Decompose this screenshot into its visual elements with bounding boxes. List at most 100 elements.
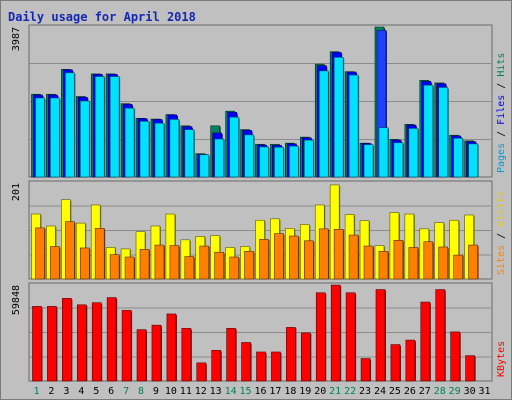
bar bbox=[181, 328, 192, 382]
day-label: 2 bbox=[48, 386, 54, 397]
bar bbox=[360, 358, 371, 382]
bar bbox=[151, 324, 162, 382]
bar bbox=[363, 245, 374, 280]
bar bbox=[229, 256, 239, 280]
bar bbox=[405, 339, 416, 382]
bar bbox=[94, 76, 105, 178]
bar bbox=[35, 97, 45, 178]
bar bbox=[318, 228, 329, 280]
bar bbox=[363, 144, 374, 178]
day-label: 4 bbox=[78, 386, 84, 397]
day-label: 23 bbox=[359, 386, 371, 397]
legend: Pages / Files / Hits bbox=[496, 53, 507, 173]
day-label: 16 bbox=[254, 386, 266, 397]
series-kbytes bbox=[32, 284, 476, 382]
bar bbox=[390, 344, 401, 382]
bar bbox=[62, 298, 72, 382]
day-label: 31 bbox=[479, 386, 491, 397]
legend-entry: Visits bbox=[496, 191, 507, 227]
day-label: 26 bbox=[404, 386, 416, 397]
bar bbox=[121, 310, 132, 382]
bar bbox=[154, 122, 165, 178]
bar bbox=[139, 249, 150, 280]
day-label: 30 bbox=[464, 386, 476, 397]
bar bbox=[256, 351, 266, 382]
bar bbox=[468, 244, 478, 280]
bar bbox=[241, 342, 251, 382]
day-label: 24 bbox=[374, 386, 386, 397]
bar bbox=[274, 146, 284, 178]
legend-entry: Sites bbox=[496, 245, 507, 275]
day-label: 8 bbox=[138, 386, 144, 397]
day-label: 18 bbox=[284, 386, 296, 397]
max-label: 59848 bbox=[11, 285, 22, 315]
bar bbox=[274, 233, 284, 280]
bar bbox=[35, 227, 45, 280]
bar bbox=[169, 245, 180, 280]
panel-kbytes: 59848 KBytes bbox=[11, 282, 507, 382]
panel-visits-sites: 201 Sites / Visits bbox=[11, 180, 507, 280]
bar bbox=[199, 154, 210, 178]
bar bbox=[393, 142, 404, 178]
legend-entry: Files bbox=[496, 95, 507, 125]
bar bbox=[211, 350, 221, 382]
bar bbox=[244, 134, 254, 178]
bar bbox=[154, 244, 165, 280]
bar bbox=[423, 84, 434, 178]
bar bbox=[450, 331, 460, 382]
day-label: 5 bbox=[93, 386, 99, 397]
bar bbox=[229, 116, 239, 178]
bar bbox=[453, 254, 463, 280]
bar bbox=[408, 247, 419, 280]
bar bbox=[106, 297, 117, 382]
bar bbox=[333, 229, 344, 280]
day-label: 1 bbox=[33, 386, 39, 397]
day-label: 11 bbox=[180, 386, 192, 397]
legend-entry: Pages bbox=[496, 143, 507, 173]
day-label: 15 bbox=[240, 386, 252, 397]
day-label: 22 bbox=[344, 386, 356, 397]
bar bbox=[184, 129, 195, 178]
day-label: 7 bbox=[123, 386, 129, 397]
bar bbox=[435, 289, 446, 382]
bar bbox=[214, 251, 224, 280]
day-label: 12 bbox=[195, 386, 207, 397]
panel-pages-files-hits: 3987 Pages / Files / Hits bbox=[11, 24, 507, 178]
day-label: 10 bbox=[165, 386, 177, 397]
bar bbox=[214, 138, 224, 178]
bar bbox=[301, 332, 311, 382]
bar bbox=[109, 76, 120, 178]
bar bbox=[289, 145, 299, 178]
bar bbox=[65, 72, 75, 178]
day-label: 21 bbox=[329, 386, 341, 397]
bar bbox=[348, 234, 359, 280]
bar bbox=[345, 292, 356, 382]
bar bbox=[166, 313, 177, 382]
legend-entry: / bbox=[496, 125, 507, 143]
bar bbox=[259, 146, 269, 178]
bar bbox=[124, 256, 135, 280]
bar bbox=[184, 256, 195, 280]
bar bbox=[315, 292, 326, 382]
day-label: 9 bbox=[153, 386, 159, 397]
bar bbox=[244, 250, 254, 280]
bar bbox=[139, 121, 150, 178]
bar bbox=[423, 241, 434, 280]
chart-title: Daily usage for April 2018 bbox=[8, 10, 196, 24]
bar bbox=[333, 57, 344, 178]
legend-entry: / bbox=[496, 77, 507, 95]
day-label: 25 bbox=[389, 386, 401, 397]
day-label: 3 bbox=[63, 386, 69, 397]
bar bbox=[79, 100, 90, 178]
legend-entry: KBytes bbox=[496, 341, 507, 377]
bar bbox=[378, 250, 389, 280]
bar bbox=[136, 329, 147, 382]
bar bbox=[50, 246, 60, 280]
bar bbox=[330, 284, 341, 382]
day-label: 19 bbox=[299, 386, 311, 397]
bar bbox=[378, 127, 389, 178]
bar bbox=[271, 351, 281, 382]
legend: Sites / Visits bbox=[496, 191, 507, 275]
bar bbox=[348, 74, 359, 178]
